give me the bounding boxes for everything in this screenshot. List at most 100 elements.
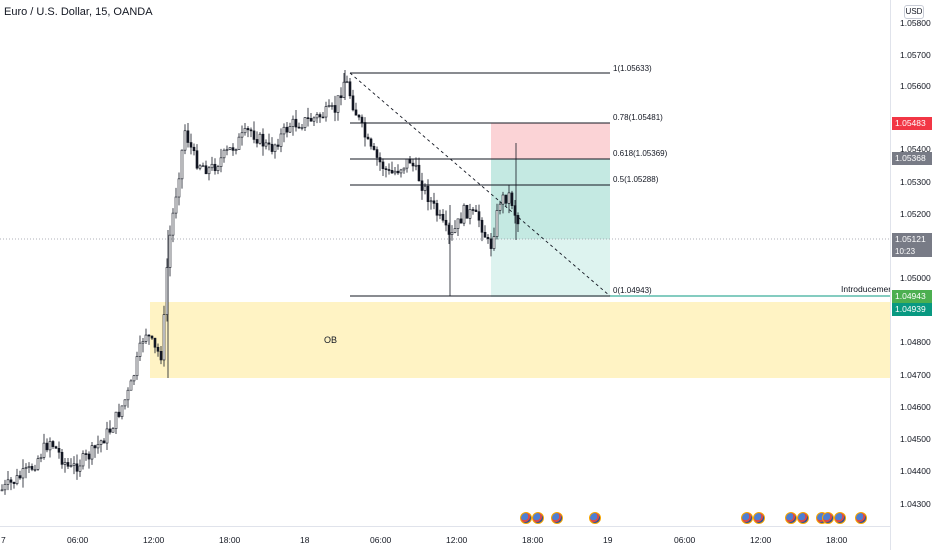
candle-body — [288, 126, 292, 133]
candle-body — [45, 442, 49, 451]
time-tick: 12:00 — [750, 535, 772, 545]
candle-body — [279, 133, 283, 147]
ob-label: OB — [324, 335, 337, 345]
eu-us-flag-icon[interactable] — [520, 512, 532, 524]
candle-body — [264, 142, 268, 147]
candle-body — [243, 128, 247, 134]
fib-label-078: 0.78(1.05481) — [613, 113, 663, 122]
candle-body — [486, 237, 490, 240]
eu-us-flag-icon[interactable] — [589, 512, 601, 524]
stop-loss-zone[interactable] — [491, 123, 610, 159]
candle-body — [432, 200, 436, 204]
candle-body — [36, 458, 40, 470]
fib-retracement[interactable]: 1(1.05633) 0.78(1.05481) 0.618(1.05369) … — [349, 64, 668, 297]
candle-body — [282, 126, 286, 135]
candle-body — [474, 209, 478, 212]
candle-body — [255, 139, 259, 144]
candle-body — [138, 342, 142, 357]
candle-body — [84, 453, 88, 455]
price-tag-red[interactable]: 1.05483 — [892, 117, 932, 130]
chart-canvas[interactable]: OB Introducement 1(1.05633) 0.78(1.05481… — [0, 0, 896, 525]
candle-body — [498, 203, 502, 211]
candle-body — [120, 405, 124, 417]
candle-body — [504, 194, 508, 204]
candle-body — [87, 453, 91, 460]
eu-us-flag-icon[interactable] — [797, 512, 809, 524]
candle-body — [510, 192, 514, 206]
price-tick: 1.04800 — [900, 337, 931, 347]
time-tick: 18 — [300, 535, 310, 545]
candle-body — [234, 149, 238, 151]
eu-us-flag-icon[interactable] — [822, 512, 834, 524]
currency-button[interactable]: USD — [904, 5, 924, 19]
eu-us-flag-icon[interactable] — [551, 512, 563, 524]
candle-body — [6, 479, 10, 485]
candle-body — [261, 133, 265, 147]
candle-body — [153, 337, 157, 348]
candle-body — [318, 114, 322, 118]
candle-body — [321, 116, 325, 119]
price-axis[interactable] — [890, 0, 932, 550]
eu-us-flag-icon[interactable] — [785, 512, 797, 524]
candle-body — [411, 162, 415, 167]
price-chart[interactable]: OB Introducement 1(1.05633) 0.78(1.05481… — [0, 0, 896, 525]
eu-us-flag-icon[interactable] — [741, 512, 753, 524]
candle-body — [123, 399, 127, 407]
candle-body — [60, 451, 64, 465]
symbol-title[interactable]: Euro / U.S. Dollar, 15, OANDA — [4, 6, 153, 18]
candle-body — [57, 448, 61, 453]
candle-body — [435, 203, 439, 216]
candle-body — [489, 238, 493, 249]
candle-body — [195, 150, 199, 169]
candle-body — [129, 380, 133, 391]
candle-body — [291, 118, 295, 127]
eu-us-flag-icon[interactable] — [855, 512, 867, 524]
candle-body — [297, 126, 301, 129]
candle-body — [324, 106, 328, 118]
eu-us-flag-icon[interactable] — [834, 512, 846, 524]
candle-body — [312, 117, 316, 122]
time-axis[interactable] — [0, 526, 890, 550]
price-tag-current[interactable]: 1.05121 — [892, 233, 932, 246]
candle-body — [21, 468, 25, 479]
time-tick: 18:00 — [826, 535, 848, 545]
candle-body — [339, 95, 343, 99]
candlestick-series[interactable] — [0, 70, 520, 495]
price-tag-green-bottom[interactable]: 1.04939 — [892, 303, 932, 316]
candle-body — [417, 164, 421, 182]
time-tick: 7 — [1, 535, 6, 545]
candle-body — [219, 157, 223, 167]
time-tick: 06:00 — [67, 535, 89, 545]
price-tick: 1.04700 — [900, 370, 931, 380]
ob-zone[interactable] — [150, 302, 890, 378]
eu-us-flag-icon[interactable] — [753, 512, 765, 524]
candle-body — [306, 117, 310, 119]
candle-body — [210, 163, 214, 169]
candle-body — [429, 200, 433, 203]
profit-zone[interactable] — [491, 159, 610, 297]
candle-body — [516, 215, 520, 225]
candle-body — [426, 185, 430, 202]
candle-body — [75, 463, 79, 472]
candle-body — [9, 479, 13, 483]
price-tag-green-top[interactable]: 1.04943 — [892, 290, 932, 303]
candle-body — [174, 196, 178, 214]
bar-countdown: 10:23 — [892, 246, 932, 257]
candle-body — [0, 489, 4, 492]
candle-body — [381, 161, 385, 169]
price-tick: 1.04600 — [900, 402, 931, 412]
candle-body — [372, 145, 376, 150]
candle-body — [189, 142, 193, 148]
candle-body — [294, 118, 298, 128]
candle-body — [90, 445, 94, 460]
candle-body — [453, 228, 457, 233]
candle-body — [495, 210, 499, 237]
candle-body — [450, 232, 454, 235]
fib-label-05: 0.5(1.05288) — [613, 175, 659, 184]
candle-body — [351, 95, 355, 111]
candle-body — [102, 440, 106, 444]
candle-body — [81, 453, 85, 467]
price-tag-fib[interactable]: 1.05368 — [892, 152, 932, 165]
candle-body — [348, 81, 352, 97]
eu-us-flag-icon[interactable] — [532, 512, 544, 524]
